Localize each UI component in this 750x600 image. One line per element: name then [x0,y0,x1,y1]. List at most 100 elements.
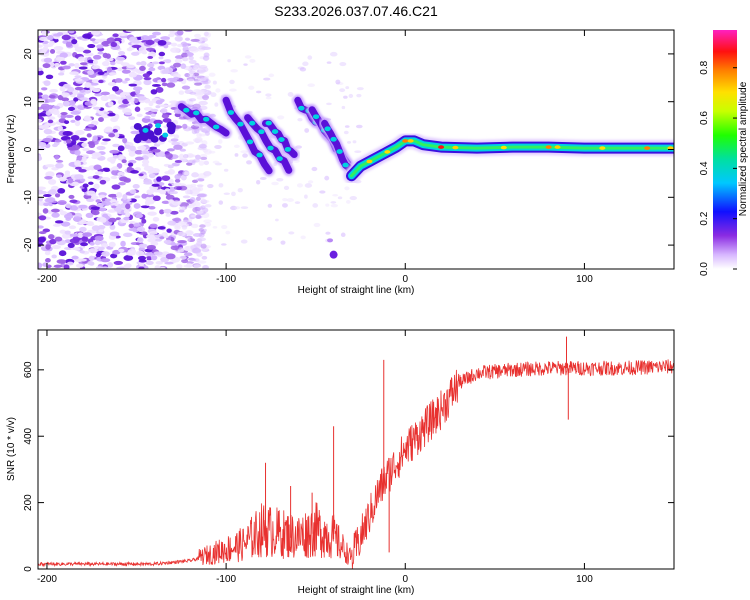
cluster-blob [133,122,142,130]
noise-blob [148,100,154,107]
noise-blob [93,164,102,171]
noise-blob [133,203,141,209]
noise-blob [121,66,128,70]
noise-blob [138,261,145,267]
spectrogram-x-tick-label: -200 [37,274,57,285]
cluster-blob [146,132,155,140]
noise-blob [182,195,191,199]
noise-blob [192,233,203,238]
noise-blob [81,142,88,148]
noise-blob [52,109,60,116]
streak-core [342,162,349,168]
noise-blob [265,96,272,100]
noise-blob [94,171,104,175]
noise-blob [112,33,119,38]
noise-blob [120,240,126,247]
noise-blob [180,64,187,69]
noise-blob [179,202,189,208]
noise-blob [44,122,54,126]
noise-blob [85,212,94,218]
noise-blob [191,201,201,207]
noise-blob [74,247,81,251]
noise-blob [43,128,53,135]
noise-blob [273,162,277,167]
noise-blob [148,67,156,72]
noise-blob [122,232,133,238]
ridge-hotspot [500,145,507,150]
noise-blob [64,120,70,125]
noise-blob [163,208,172,214]
noise-blob [108,209,115,213]
noise-blob [178,206,186,210]
noise-blob [128,116,136,120]
noise-blob [68,30,75,34]
noise-blob [212,225,218,229]
noise-blob [214,144,222,150]
noise-blob [74,115,82,121]
noise-blob [92,135,98,142]
noise-blob [188,98,197,102]
noise-blob [196,240,203,247]
noise-blob [69,71,80,76]
noise-blob [307,83,315,88]
noise-blob [126,47,133,52]
noise-blob [139,65,146,71]
noise-blob [74,149,81,156]
noise-blob [341,105,346,110]
noise-blob [158,61,165,65]
noise-blob [38,70,44,76]
spectrogram-y-tick-label: 20 [23,48,34,60]
noise-blob [89,241,95,246]
noise-blob [99,207,106,212]
noise-blob [174,35,183,42]
noise-blob [190,38,200,42]
noise-blob [63,83,70,89]
colorbar-gradient [713,30,737,269]
noise-blob [54,139,62,143]
noise-blob [256,179,261,185]
noise-blob [283,185,290,191]
cluster-blob [153,128,162,136]
noise-blob [165,194,175,201]
noise-blob [149,223,158,229]
noise-blob [179,255,187,260]
noise-blob [200,156,208,161]
noise-blob [44,251,51,256]
noise-blob [200,197,205,202]
noise-blob [112,85,119,92]
noise-blob [180,41,188,47]
noise-blob [98,246,105,251]
noise-blob [70,119,76,123]
noise-blob [131,51,140,56]
noise-blob [54,62,60,67]
noise-blob [343,95,348,99]
noise-blob [164,59,172,64]
noise-blob [43,57,53,63]
noise-blob [118,104,128,108]
noise-blob [65,139,72,144]
noise-blob [326,102,332,106]
noise-blob [108,241,116,248]
figure-title: S233.2026.037.07.46.C21 [274,3,438,19]
noise-blob [68,63,75,67]
ridge-hotspot [366,159,373,164]
noise-blob [167,168,176,175]
noise-blob [177,240,187,244]
noise-blob [171,183,179,187]
noise-blob [184,245,190,252]
noise-blob [38,231,47,235]
noise-blob [198,193,208,198]
colorbar-label: Normalized spectral amplitude [738,81,749,216]
noise-blob [355,124,363,129]
noise-blob [56,32,64,36]
ridge-hotspot [452,145,459,150]
noise-blob [296,183,304,188]
noise-blob [156,150,165,157]
noise-blob [52,143,58,148]
noise-blob [53,264,63,268]
noise-blob [255,90,262,94]
noise-blob [107,112,116,117]
noise-blob [38,67,43,72]
colorbar-tick-label: 0.6 [699,111,710,125]
